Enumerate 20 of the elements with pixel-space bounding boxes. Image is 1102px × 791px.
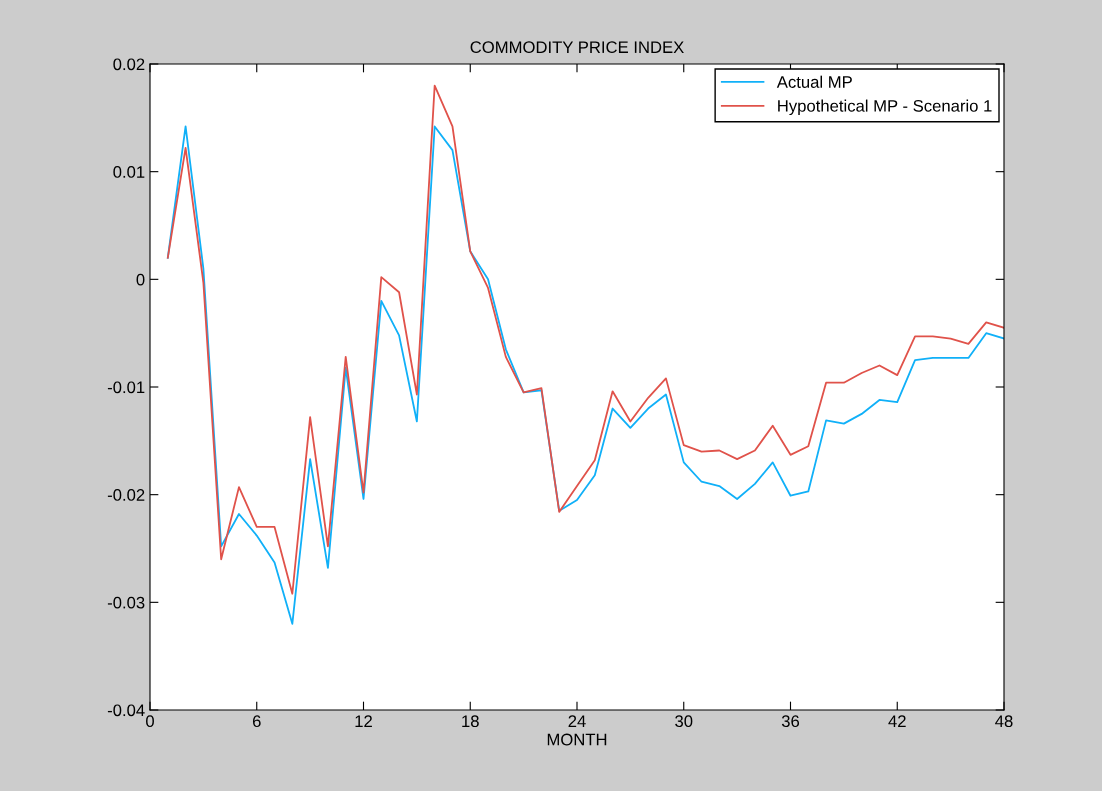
x-tick-label: 30: [675, 715, 693, 728]
legend-label: Actual MP: [776, 75, 852, 88]
y-tick-label: -0.01: [107, 381, 145, 394]
x-tick-label: 24: [568, 715, 586, 727]
x-tick-label: 48: [995, 715, 1013, 728]
x-tick-label: 36: [781, 715, 800, 728]
x-tick-label: 42: [888, 715, 906, 727]
y-tick-label: -0.03: [107, 596, 145, 609]
legend-label: Hypothetical MP - Scenario 1: [778, 99, 992, 116]
x-tick-label: 6: [252, 715, 261, 728]
x-tick-label: 0: [146, 715, 154, 728]
x-tick-label: 12: [355, 715, 372, 727]
y-tick-label: 0.01: [113, 166, 145, 178]
x-tick-label: 18: [462, 715, 479, 728]
x-axis-title: MONTH: [547, 733, 607, 746]
y-tick-label: -0.04: [107, 704, 145, 717]
y-tick-label: -0.02: [107, 489, 145, 501]
y-tick-label: 0: [136, 273, 145, 286]
y-tick-label: 0.02: [113, 58, 145, 71]
chart-title: COMMODITY PRICE INDEX: [470, 41, 684, 54]
